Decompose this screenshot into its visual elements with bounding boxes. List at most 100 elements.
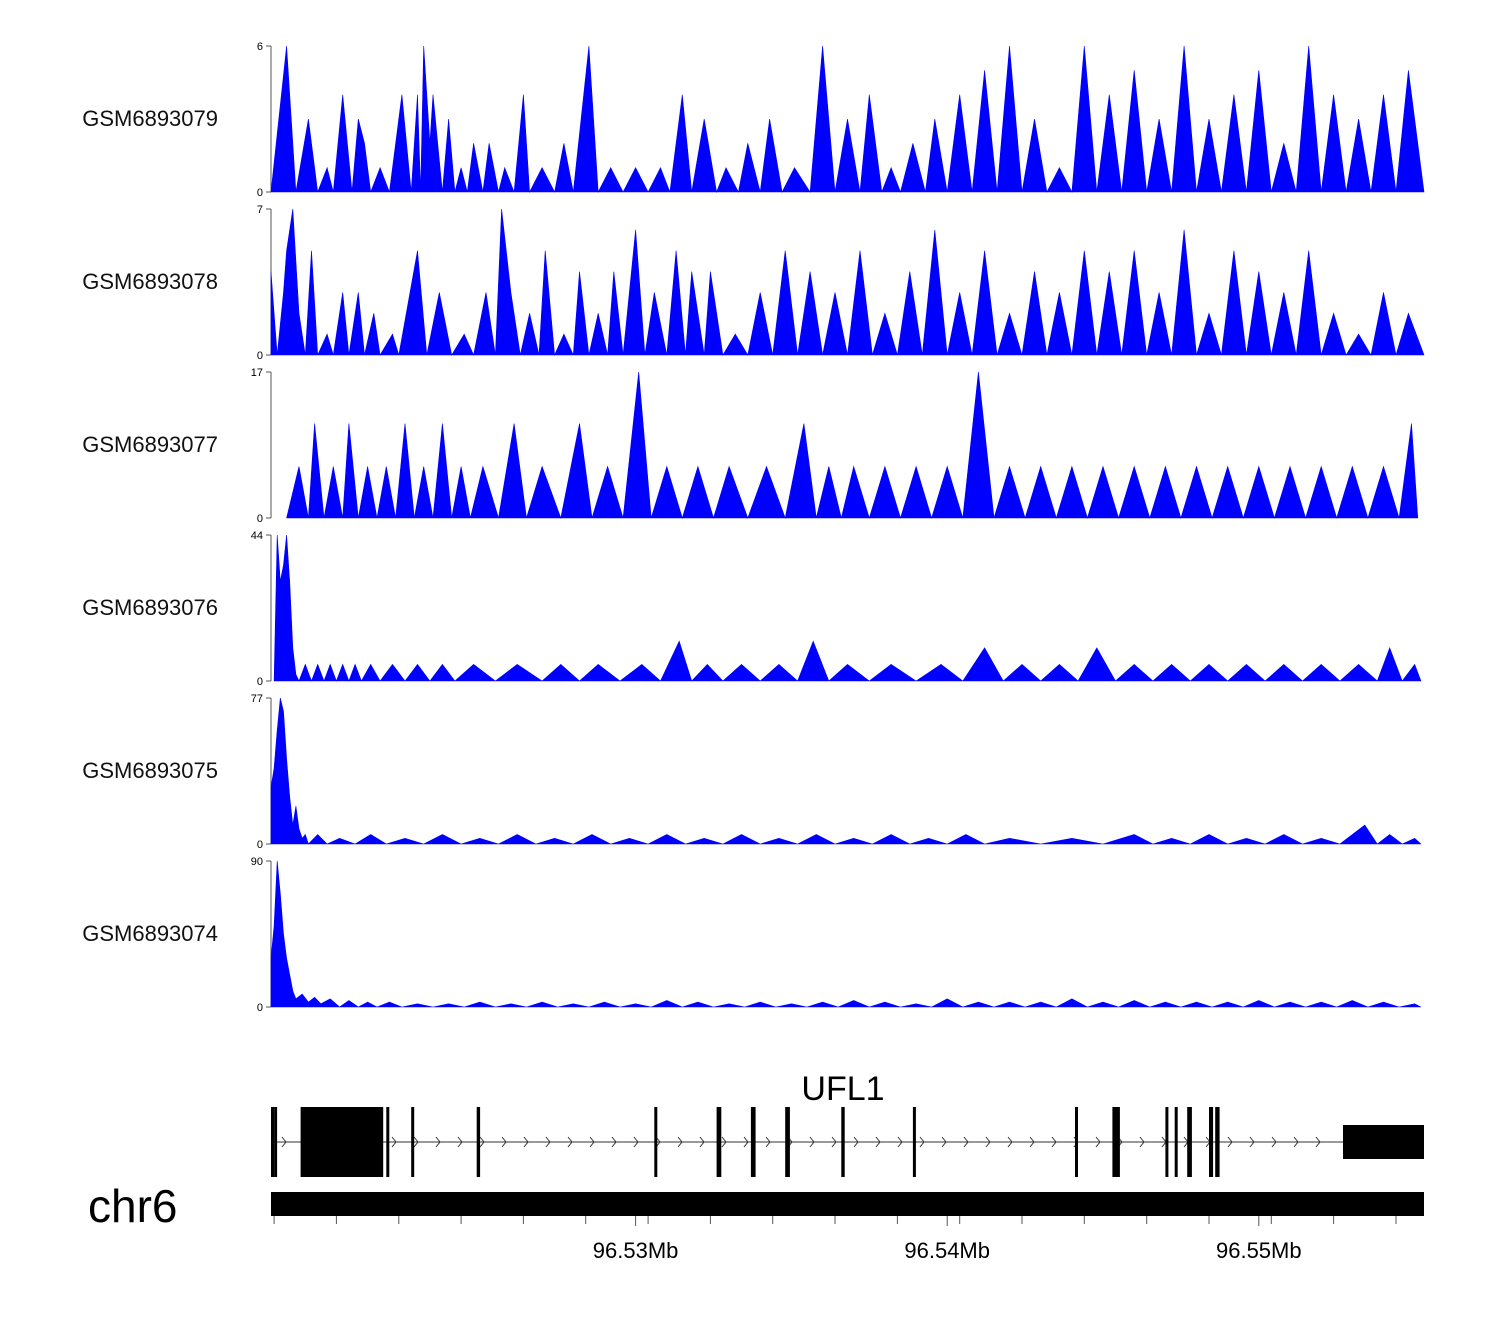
exon bbox=[386, 1107, 390, 1177]
strand-arrow bbox=[655, 1136, 661, 1148]
y-axis-max-label: 90 bbox=[251, 856, 263, 868]
coverage-area bbox=[273, 534, 1422, 682]
strand-arrow bbox=[963, 1136, 969, 1148]
strand-arrow bbox=[831, 1136, 837, 1148]
exon bbox=[1174, 1107, 1178, 1177]
exon bbox=[716, 1107, 722, 1177]
exon bbox=[1115, 1107, 1120, 1177]
exon bbox=[785, 1107, 790, 1177]
coverage-tracks: GSM689307960GSM689307870GSM6893077170GSM… bbox=[82, 41, 1425, 1014]
x-tick-label: 96.55Mb bbox=[1216, 1238, 1302, 1263]
exon bbox=[1075, 1107, 1078, 1177]
strand-arrow bbox=[413, 1136, 419, 1148]
strand-arrow bbox=[809, 1136, 815, 1148]
strand-arrow bbox=[1271, 1136, 1277, 1148]
strand-arrow bbox=[765, 1136, 771, 1148]
y-axis-min-label: 0 bbox=[257, 676, 263, 688]
track-label: GSM6893074 bbox=[82, 921, 218, 946]
coverage-area bbox=[270, 697, 1422, 845]
y-axis-max-label: 7 bbox=[257, 204, 263, 216]
coverage-area bbox=[270, 45, 1425, 194]
strand-arrow bbox=[1029, 1136, 1035, 1148]
exon bbox=[271, 1107, 274, 1177]
strand-arrow bbox=[1139, 1136, 1145, 1148]
gene-structure bbox=[271, 1107, 1424, 1177]
strand-arrow bbox=[567, 1136, 573, 1148]
track-label: GSM6893075 bbox=[82, 758, 218, 783]
track-GSM6893074: GSM6893074 90 0 bbox=[82, 856, 1422, 1014]
y-axis-min-label: 0 bbox=[257, 1002, 263, 1014]
y-axis-min-label: 0 bbox=[257, 839, 263, 851]
y-axis-min-label: 0 bbox=[257, 187, 263, 199]
strand-arrow bbox=[1293, 1136, 1299, 1148]
strand-arrow bbox=[457, 1136, 463, 1148]
gene-model-track: UFL1 bbox=[271, 1070, 1424, 1177]
strand-arrow bbox=[743, 1136, 749, 1148]
coverage-area bbox=[270, 208, 1425, 357]
strand-arrow bbox=[1051, 1136, 1057, 1148]
exon bbox=[750, 1107, 756, 1177]
strand-arrow bbox=[985, 1136, 991, 1148]
exon bbox=[912, 1107, 916, 1177]
strand-arrow bbox=[699, 1136, 705, 1148]
strand-arrow bbox=[721, 1136, 727, 1148]
coverage-area bbox=[270, 860, 1422, 1008]
strand-arrow bbox=[391, 1136, 397, 1148]
strand-arrow bbox=[1249, 1136, 1255, 1148]
y-axis-max-label: 77 bbox=[251, 693, 263, 705]
chromosome-label: chr6 bbox=[88, 1180, 177, 1232]
track-GSM6893077: GSM6893077 17 0 bbox=[82, 367, 1419, 525]
exon bbox=[274, 1107, 278, 1177]
strand-arrow bbox=[589, 1136, 595, 1148]
strand-arrow bbox=[281, 1136, 287, 1148]
y-axis-min-label: 0 bbox=[257, 350, 263, 362]
axis-ticks: 96.53Mb 96.54Mb 96.55Mb bbox=[273, 1216, 1397, 1263]
track-label: GSM6893076 bbox=[82, 595, 218, 620]
strand-arrow bbox=[545, 1136, 551, 1148]
strand-arrow bbox=[941, 1136, 947, 1148]
exon bbox=[841, 1107, 845, 1177]
strand-arrow bbox=[1315, 1136, 1321, 1148]
exon bbox=[1112, 1107, 1118, 1177]
track-GSM6893078: GSM6893078 7 0 bbox=[82, 204, 1425, 362]
exon bbox=[348, 1107, 352, 1177]
y-axis-max-label: 6 bbox=[257, 41, 263, 53]
exon bbox=[300, 1107, 384, 1177]
x-tick-label: 96.53Mb bbox=[593, 1238, 679, 1263]
y-axis-min-label: 0 bbox=[257, 513, 263, 525]
track-GSM6893075: GSM6893075 77 0 bbox=[82, 693, 1422, 851]
strand-arrow bbox=[919, 1136, 925, 1148]
coverage-area bbox=[286, 371, 1419, 520]
exon bbox=[1187, 1107, 1192, 1177]
strand-arrow bbox=[1227, 1136, 1233, 1148]
strand-arrow bbox=[523, 1136, 529, 1148]
exon bbox=[1209, 1107, 1214, 1177]
strand-arrow bbox=[677, 1136, 683, 1148]
strand-arrow bbox=[633, 1136, 639, 1148]
strand-arrow bbox=[1095, 1136, 1101, 1148]
gene-name-label: UFL1 bbox=[801, 1070, 884, 1108]
y-axis-max-label: 17 bbox=[251, 367, 263, 379]
strand-arrow bbox=[479, 1136, 485, 1148]
strand-arrow bbox=[435, 1136, 441, 1148]
strand-arrow bbox=[897, 1136, 903, 1148]
strand-arrow bbox=[875, 1136, 881, 1148]
strand-arrow bbox=[1007, 1136, 1013, 1148]
strand-arrow bbox=[501, 1136, 507, 1148]
strand-arrow bbox=[611, 1136, 617, 1148]
chromosome-ideogram-bar bbox=[271, 1192, 1424, 1216]
exon bbox=[654, 1107, 658, 1177]
exon bbox=[1165, 1107, 1169, 1177]
track-label: GSM6893077 bbox=[82, 432, 218, 457]
exon bbox=[411, 1107, 415, 1177]
exon bbox=[1215, 1107, 1220, 1177]
x-tick-label: 96.54Mb bbox=[904, 1238, 990, 1263]
strand-arrow bbox=[853, 1136, 859, 1148]
track-GSM6893076: GSM6893076 44 0 bbox=[82, 530, 1422, 688]
track-GSM6893079: GSM6893079 6 0 bbox=[82, 41, 1425, 199]
exon bbox=[476, 1107, 481, 1177]
track-label: GSM6893079 bbox=[82, 106, 218, 131]
y-axis-max-label: 44 bbox=[251, 530, 263, 542]
track-label: GSM6893078 bbox=[82, 269, 218, 294]
